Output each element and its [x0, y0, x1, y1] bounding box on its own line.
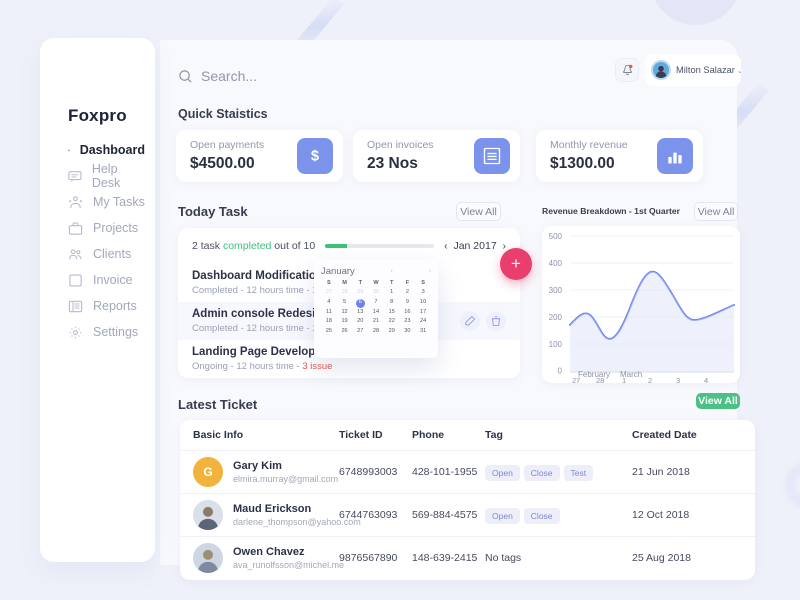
svg-text:400: 400	[549, 259, 563, 268]
svg-text:$: $	[311, 149, 319, 165]
svg-text:200: 200	[549, 313, 563, 322]
svg-text:500: 500	[549, 232, 563, 241]
svg-text:0: 0	[558, 367, 563, 376]
svg-text:300: 300	[549, 286, 563, 295]
svg-text:2: 2	[648, 376, 652, 383]
svg-text:100: 100	[549, 340, 563, 349]
svg-text:3: 3	[676, 376, 680, 383]
svg-text:4: 4	[704, 376, 708, 383]
